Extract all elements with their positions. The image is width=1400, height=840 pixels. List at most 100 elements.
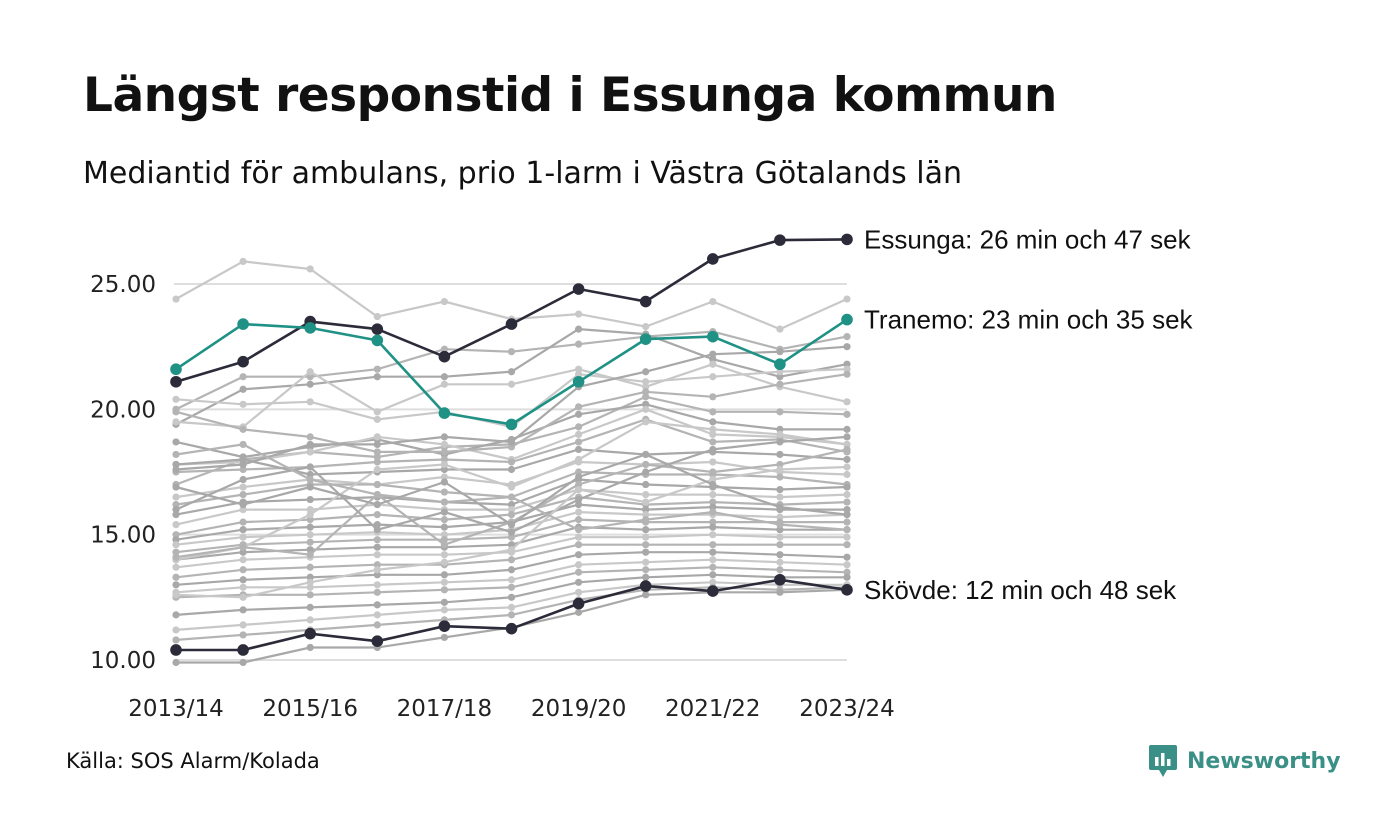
series-point xyxy=(505,622,518,635)
series-point xyxy=(843,410,851,418)
series-point xyxy=(306,440,314,449)
series-point xyxy=(239,425,247,433)
series-point xyxy=(440,531,448,539)
series-point xyxy=(841,584,853,596)
series-point xyxy=(507,528,516,536)
series-point xyxy=(642,418,650,426)
series-point xyxy=(709,458,717,466)
series-point xyxy=(172,611,180,619)
series-point xyxy=(373,526,381,534)
series-point xyxy=(776,438,784,446)
series-point xyxy=(843,455,851,464)
series-point xyxy=(239,440,247,449)
series-point xyxy=(507,556,516,564)
series-point xyxy=(172,541,180,549)
series-point xyxy=(440,433,448,441)
series-point xyxy=(575,516,583,524)
series-point xyxy=(575,423,583,431)
series-point xyxy=(306,475,314,484)
series-point xyxy=(575,473,583,481)
series-point xyxy=(373,561,381,569)
series-point xyxy=(172,636,180,644)
series-point xyxy=(306,546,314,554)
series-point xyxy=(440,465,448,474)
series-point xyxy=(507,511,516,519)
series-point xyxy=(440,373,448,381)
series-point xyxy=(306,516,314,524)
series-point xyxy=(776,408,784,416)
series-point xyxy=(172,460,180,469)
series-point xyxy=(642,450,650,459)
series-point xyxy=(642,566,650,574)
series-point xyxy=(373,453,381,461)
series-point xyxy=(373,365,381,373)
series-point xyxy=(237,644,249,656)
series-point xyxy=(507,458,516,466)
series-point xyxy=(707,330,719,343)
series-point xyxy=(642,393,650,401)
series-point xyxy=(575,468,583,476)
series-tranemo xyxy=(170,313,853,431)
series-point xyxy=(373,536,381,544)
series-point xyxy=(774,234,786,246)
series-point xyxy=(709,541,717,549)
series-point xyxy=(507,443,516,451)
x-tick-label: 2017/18 xyxy=(397,696,493,722)
series-point xyxy=(843,365,851,373)
series-point xyxy=(707,585,719,597)
x-tick-label: 2013/14 xyxy=(128,696,224,722)
series-point xyxy=(575,551,583,559)
series-point xyxy=(373,611,381,619)
series-point xyxy=(642,548,650,556)
series-point xyxy=(507,546,516,554)
series-point xyxy=(507,368,516,376)
series-point xyxy=(373,601,381,609)
series-point xyxy=(306,523,314,531)
series-end-label: Skövde: 12 min och 48 sek xyxy=(864,575,1177,605)
series-point xyxy=(440,508,448,516)
series-point xyxy=(776,460,784,469)
series-point xyxy=(575,445,583,454)
series-point xyxy=(373,458,381,466)
series-point xyxy=(709,475,717,484)
series-point xyxy=(843,561,851,569)
series-skvde xyxy=(170,573,853,656)
series-point xyxy=(841,313,853,326)
series-point xyxy=(306,495,314,504)
series-point xyxy=(306,538,314,546)
y-axis-ticks: 10.00 15.00 20.00 25.00 xyxy=(90,272,156,674)
series-point xyxy=(841,233,853,246)
series-point xyxy=(642,388,650,396)
series-point xyxy=(373,448,381,456)
series-point xyxy=(239,533,247,541)
series-point xyxy=(239,566,247,574)
series-point xyxy=(239,583,247,591)
series-point xyxy=(776,465,784,474)
series-point xyxy=(172,500,180,509)
series-point xyxy=(306,373,314,381)
series-point xyxy=(239,373,247,381)
series-point xyxy=(575,403,583,411)
series-point xyxy=(172,418,180,426)
series-point xyxy=(373,490,381,499)
series-point xyxy=(440,380,448,388)
series-point xyxy=(306,433,314,441)
series-point xyxy=(642,526,650,534)
series-point xyxy=(507,603,516,611)
series-point xyxy=(306,463,314,471)
series-point xyxy=(440,578,448,586)
series-point xyxy=(709,563,717,571)
series-point xyxy=(575,526,583,534)
series-point xyxy=(438,620,451,632)
series-point xyxy=(843,526,851,534)
series-point xyxy=(642,368,650,376)
series-point xyxy=(373,415,381,423)
series-point xyxy=(572,597,585,610)
series-point xyxy=(306,483,314,491)
series-point xyxy=(843,440,851,449)
series-point xyxy=(306,380,314,388)
series-point xyxy=(172,553,180,561)
series-point xyxy=(843,568,851,576)
series-point xyxy=(709,480,717,489)
background-series-line xyxy=(172,370,851,456)
